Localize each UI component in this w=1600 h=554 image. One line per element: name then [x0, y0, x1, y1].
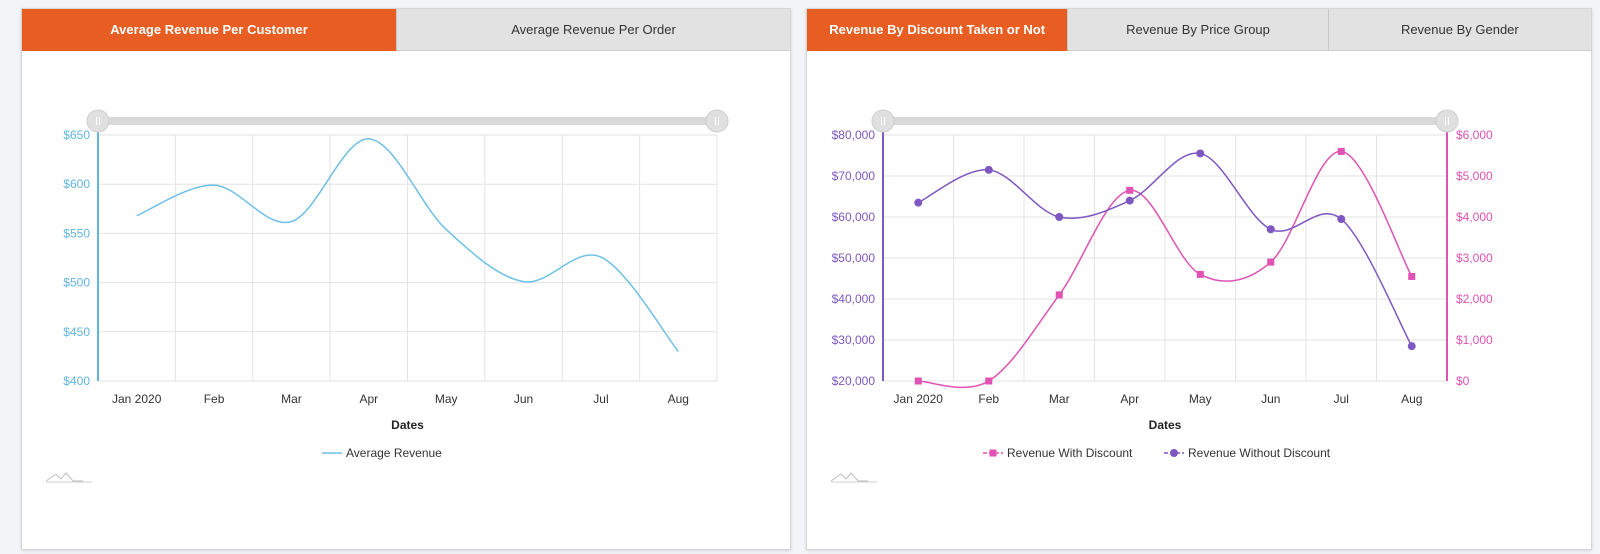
data-point-with-discount[interactable]	[914, 377, 922, 385]
left-y-axis-tick-label: $70,000	[832, 169, 876, 183]
range-slider-handle-left[interactable]	[86, 109, 110, 133]
data-point[interactable]	[675, 348, 681, 354]
average-revenue-chart: $400 $450 $500 $550 $600 $650 Jan 2020 Feb Mar Ap…	[45, 109, 729, 483]
legend-marker-with-discount	[989, 449, 997, 457]
right-y-axis-tick-label: $4,000	[1456, 210, 1493, 224]
left-y-axis-tick-label: $80,000	[832, 128, 876, 142]
y-axis-tick-label: $450	[63, 325, 90, 339]
left-chart-panel: Average Revenue Per Customer Average Rev…	[21, 8, 791, 550]
data-point[interactable]	[134, 213, 140, 219]
left-y-axis-tick-label: $50,000	[832, 251, 876, 265]
x-axis-title: Dates	[1149, 418, 1182, 432]
data-point[interactable]	[443, 226, 449, 232]
range-slider-track[interactable]	[98, 117, 717, 125]
data-point-without-discount[interactable]	[1125, 196, 1134, 205]
x-axis-tick-label: Apr	[359, 392, 378, 406]
y-axis-tick-label: $550	[63, 226, 90, 240]
range-slider-handle-right[interactable]	[705, 109, 729, 133]
x-axis-tick-label: Jun	[1261, 392, 1280, 406]
data-point-with-discount[interactable]	[985, 377, 993, 385]
tab-revenue-by-gender[interactable]: Revenue By Gender	[1328, 9, 1591, 51]
data-point-with-discount[interactable]	[1196, 270, 1204, 278]
range-slider-handle-left[interactable]	[871, 109, 895, 133]
data-point-without-discount[interactable]	[1407, 342, 1416, 351]
y-axis-tick-label: $650	[63, 128, 90, 142]
left-y-axis-tick-label: $20,000	[832, 374, 876, 388]
data-point-without-discount[interactable]	[1266, 225, 1275, 234]
y-axis-tick-label: $400	[63, 374, 90, 388]
x-axis-tick-label: Feb	[204, 392, 225, 406]
data-point-without-discount[interactable]	[1196, 149, 1205, 158]
data-point-without-discount[interactable]	[914, 198, 923, 207]
tab-revenue-by-price-group[interactable]: Revenue By Price Group	[1068, 9, 1329, 51]
data-point-without-discount[interactable]	[984, 165, 993, 174]
left-y-axis-tick-label: $30,000	[832, 333, 876, 347]
x-axis-tick-label: Jan 2020	[894, 392, 944, 406]
tab-average-revenue-per-order[interactable]: Average Revenue Per Order	[397, 9, 790, 51]
data-point-with-discount[interactable]	[1126, 186, 1134, 194]
left-y-axis-tick-label: $40,000	[832, 292, 876, 306]
right-y-axis-tick-label: $3,000	[1456, 251, 1493, 265]
left-y-axis-tick-label: $60,000	[832, 210, 876, 224]
range-slider-track[interactable]	[883, 117, 1447, 125]
x-axis-tick-label: May	[1189, 392, 1212, 406]
chart-logo-icon	[45, 472, 83, 482]
x-axis-tick-label: Feb	[978, 392, 999, 406]
data-point[interactable]	[211, 182, 217, 188]
data-point-with-discount[interactable]	[1055, 291, 1063, 299]
x-axis-tick-label: Mar	[281, 392, 302, 406]
x-axis-tick-label: Apr	[1120, 392, 1139, 406]
data-point-without-discount[interactable]	[1055, 213, 1064, 221]
x-axis-tick-label: Jan 2020	[112, 392, 162, 406]
x-axis-tick-label: Aug	[668, 392, 689, 406]
x-axis-tick-label: Jun	[514, 392, 533, 406]
revenue-by-discount-chart: $20,000 $30,000 $40,000 $50,000 $60,000 $70,0…	[830, 109, 1493, 483]
legend-label-average-revenue[interactable]: Average Revenue	[346, 446, 442, 460]
tab-revenue-by-discount[interactable]: Revenue By Discount Taken or Not	[807, 9, 1069, 51]
legend-label-with-discount[interactable]: Revenue With Discount	[1007, 446, 1133, 460]
data-point-with-discount[interactable]	[1337, 147, 1345, 155]
data-point[interactable]	[598, 254, 604, 260]
series-line-average-revenue	[136, 138, 679, 352]
tab-average-revenue-per-customer[interactable]: Average Revenue Per Customer	[22, 9, 398, 51]
right-y-axis-tick-label: $6,000	[1456, 128, 1493, 142]
data-point-with-discount[interactable]	[1267, 258, 1275, 266]
left-tab-bar: Average Revenue Per Customer Average Rev…	[22, 9, 790, 51]
y-axis-tick-label: $600	[63, 177, 90, 191]
x-axis-tick-label: Aug	[1401, 392, 1422, 406]
right-y-axis-tick-label: $0	[1456, 374, 1470, 388]
data-point-without-discount[interactable]	[1337, 215, 1346, 224]
x-axis-title: Dates	[391, 418, 424, 432]
data-point[interactable]	[366, 136, 372, 142]
data-point[interactable]	[521, 279, 527, 285]
x-axis-tick-label: Mar	[1049, 392, 1070, 406]
right-chart-panel: Revenue By Discount Taken or Not Revenue…	[806, 8, 1592, 550]
x-axis-tick-label: Jul	[593, 392, 608, 406]
range-slider-handle-right[interactable]	[1435, 109, 1459, 133]
legend-marker-without-discount	[1170, 449, 1178, 457]
x-axis-tick-label: May	[435, 392, 458, 406]
right-y-axis-tick-label: $5,000	[1456, 169, 1493, 183]
chart-logo-icon	[830, 472, 868, 482]
data-point[interactable]	[288, 219, 294, 225]
right-y-axis-tick-label: $2,000	[1456, 292, 1493, 306]
y-axis-tick-label: $500	[63, 276, 90, 290]
data-point-with-discount[interactable]	[1408, 272, 1416, 280]
right-y-axis-tick-label: $1,000	[1456, 333, 1493, 347]
right-tab-bar: Revenue By Discount Taken or Not Revenue…	[807, 9, 1591, 51]
x-axis-tick-label: Jul	[1334, 392, 1349, 406]
legend-label-without-discount[interactable]: Revenue Without Discount	[1188, 446, 1331, 460]
